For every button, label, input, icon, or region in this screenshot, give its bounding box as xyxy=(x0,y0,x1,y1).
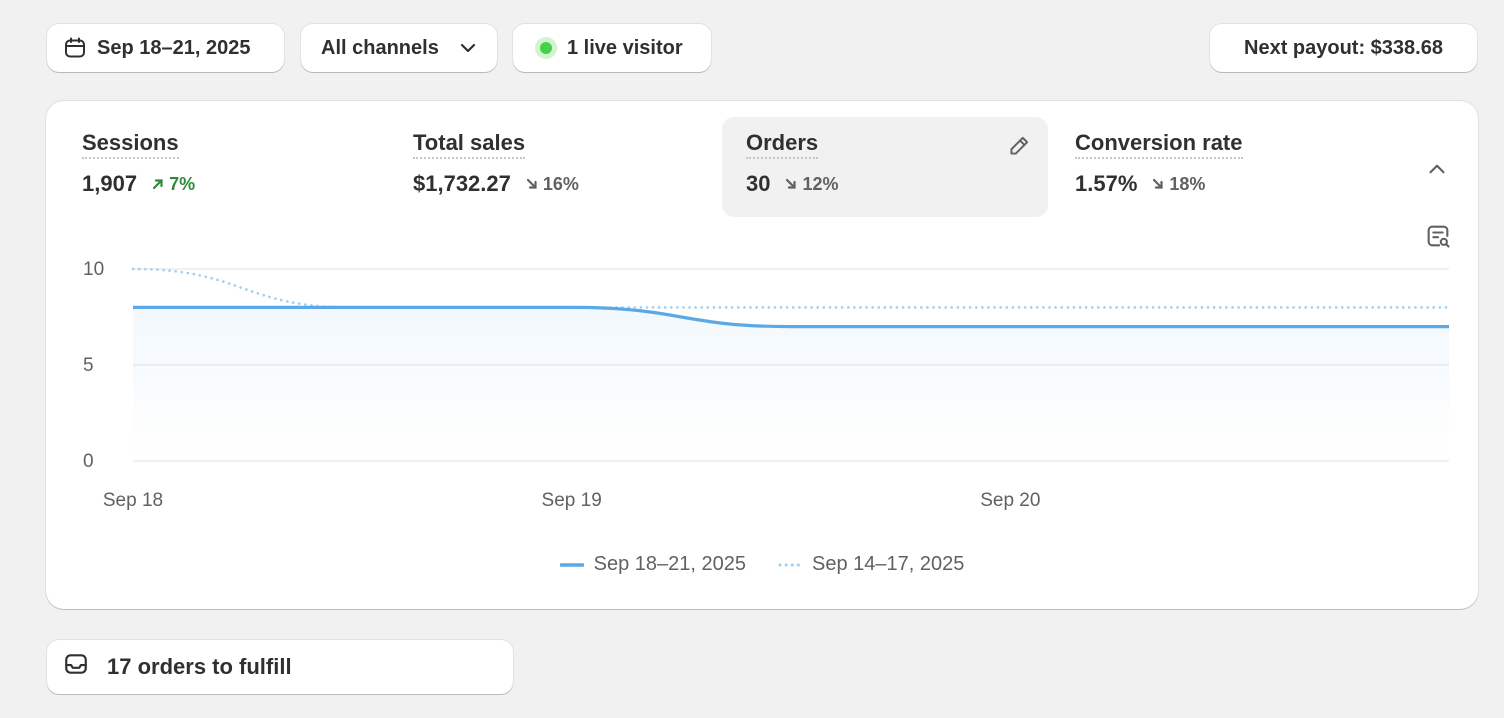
arrow-down-right-icon xyxy=(526,178,537,189)
chart-legend: Sep 18–21, 2025 Sep 14–17, 2025 xyxy=(46,553,1478,576)
calendar-icon xyxy=(63,36,87,60)
series-line-current xyxy=(133,305,1449,329)
metric-change-value: 7% xyxy=(169,173,196,194)
metric-change: 18% xyxy=(1151,174,1205,195)
orders-line-chart: 10 5 0 Sep 18 Sep 19 Sep 20 xyxy=(83,259,1451,511)
metric-value: $1,732.27 xyxy=(413,171,511,196)
metric-change: 7% xyxy=(151,174,195,195)
x-tick-label: Sep 19 xyxy=(542,490,602,511)
live-visitors-label: 1 live visitor xyxy=(567,36,683,59)
pencil-icon[interactable] xyxy=(1006,133,1032,164)
metric-change-value: 18% xyxy=(1169,173,1206,194)
metric-label: Orders xyxy=(746,130,819,159)
metric-value: 1.57% xyxy=(1075,171,1138,196)
metric-label: Sessions xyxy=(82,130,179,159)
arrow-down-right-icon xyxy=(1153,178,1163,189)
legend-swatch-solid xyxy=(559,562,584,567)
metric-tab-conversion-rate[interactable]: Conversion rate 1.57% 18% xyxy=(1051,117,1377,217)
live-indicator-icon xyxy=(535,37,557,59)
legend-label: Sep 18–21, 2025 xyxy=(593,553,746,575)
x-tick-label: Sep 20 xyxy=(980,490,1040,511)
x-tick-label: Sep 18 xyxy=(103,490,163,511)
date-range-label: Sep 18–21, 2025 xyxy=(97,36,251,59)
y-tick-label: 5 xyxy=(83,355,94,376)
metric-change: 12% xyxy=(784,173,839,195)
metric-tab-total-sales[interactable]: Total sales $1,732.27 16% xyxy=(389,117,715,217)
y-tick-label: 0 xyxy=(83,451,94,472)
metric-label: Conversion rate xyxy=(1075,130,1243,159)
series-area xyxy=(133,307,1449,461)
metric-tab-sessions[interactable]: Sessions 1,907 7% xyxy=(58,117,384,217)
metric-change-value: 12% xyxy=(802,173,839,194)
legend-item-current: Sep 18–21, 2025 xyxy=(559,553,746,576)
metric-tab-orders[interactable]: Orders 30 12% xyxy=(722,117,1048,217)
channels-dropdown[interactable]: All channels xyxy=(301,24,497,72)
arrow-up-right-icon xyxy=(152,179,163,190)
metric-value: 30 xyxy=(746,171,771,196)
metric-change-value: 16% xyxy=(542,173,579,194)
metric-label: Total sales xyxy=(413,130,526,159)
metric-change: 16% xyxy=(525,174,579,195)
next-payout-label: Next payout: $338.68 xyxy=(1244,36,1443,59)
arrow-down-right-icon xyxy=(786,178,797,189)
y-tick-label: 10 xyxy=(83,259,104,280)
analytics-card: Sessions 1,907 7% Total sales $1,732.27 … xyxy=(46,101,1478,609)
series-line-previous xyxy=(131,267,1451,309)
channels-label: All channels xyxy=(321,36,439,59)
orders-to-fulfill-button[interactable]: 17 orders to fulfill xyxy=(47,640,513,694)
chevron-down-icon xyxy=(459,39,477,57)
metric-value: 1,907 xyxy=(82,171,138,196)
live-visitors-button[interactable]: 1 live visitor xyxy=(513,24,711,72)
next-payout-button[interactable]: Next payout: $338.68 xyxy=(1210,24,1477,72)
inbox-icon xyxy=(63,651,89,683)
orders-to-fulfill-label: 17 orders to fulfill xyxy=(107,654,292,679)
chart-search-icon[interactable] xyxy=(1424,222,1452,255)
legend-swatch-dotted xyxy=(778,563,802,566)
chevron-up-icon[interactable] xyxy=(1424,156,1450,187)
legend-label: Sep 14–17, 2025 xyxy=(812,553,965,575)
date-range-button[interactable]: Sep 18–21, 2025 xyxy=(47,24,284,72)
legend-item-previous: Sep 14–17, 2025 xyxy=(778,553,964,576)
